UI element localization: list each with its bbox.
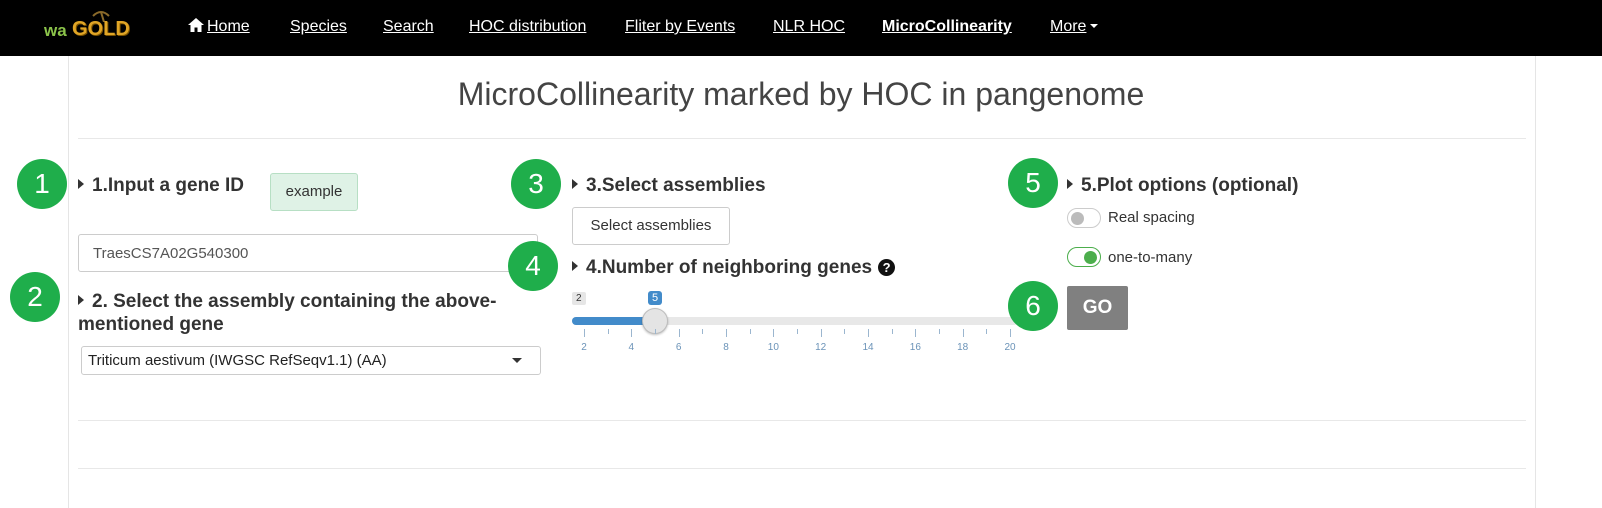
step-5-badge: 5 — [1008, 158, 1058, 208]
slider-tick — [584, 329, 585, 337]
divider-top — [78, 138, 1526, 139]
one-to-many-label: one-to-many — [1108, 249, 1193, 266]
neighbor-genes-slider[interactable]: 2 5 2 4 6 8 10 12 14 16 18 20 — [572, 290, 1022, 360]
step-5-heading-text: 5.Plot options (optional) — [1081, 175, 1299, 196]
slider-tick-label: 12 — [815, 342, 827, 353]
slider-tick-label: 18 — [957, 342, 969, 353]
step-4-heading: 4.Number of neighboring genes? — [572, 257, 896, 279]
nav-search[interactable]: Search — [383, 18, 434, 35]
logo-wa: wa — [44, 21, 67, 40]
caret-down-icon — [1090, 24, 1099, 28]
step-6-badge: 6 — [1008, 281, 1058, 331]
step-4-heading-text: 4.Number of neighboring genes — [586, 257, 873, 278]
slider-tick-label: 14 — [862, 342, 874, 353]
slider-tick — [844, 329, 846, 334]
container-border-left — [68, 56, 69, 508]
one-to-many-toggle[interactable] — [1067, 247, 1101, 267]
slider-tick-label: 4 — [628, 342, 635, 353]
nav-home-label: Home — [207, 18, 250, 35]
chevron-down-icon — [512, 358, 522, 363]
slider-tick — [891, 329, 893, 334]
slider-tick-label: 10 — [767, 342, 779, 353]
slider-tick — [678, 329, 680, 337]
nav-microcollinearity[interactable]: MicroCollinearity — [882, 18, 1012, 35]
assembly-select-value: Triticum aestivum (IWGSC RefSeqv1.1) (AA… — [88, 352, 387, 369]
nav-more-label: More — [1050, 18, 1087, 35]
page-title: MicroCollinearity marked by HOC in pange… — [457, 76, 1145, 112]
go-button[interactable]: GO — [1067, 286, 1128, 330]
step-3-badge: 3 — [511, 159, 561, 209]
triangle-right-icon — [1067, 179, 1073, 189]
step-2-heading: 2. Select the assembly containing the ab… — [78, 290, 548, 336]
divider-middle — [78, 420, 1526, 421]
home-icon — [188, 18, 204, 32]
nav-nlr-hoc[interactable]: NLR HOC — [773, 18, 846, 35]
slider-tick-label: 6 — [675, 342, 682, 353]
example-button[interactable]: example — [270, 173, 358, 211]
slider-value-label: 5 — [648, 291, 663, 305]
step-2-heading-text: 2. Select the assembly containing the ab… — [78, 291, 497, 335]
triangle-right-icon — [572, 179, 578, 189]
container-border-right — [1535, 56, 1536, 508]
toggle-knob — [1084, 251, 1097, 264]
slider-tick-label: 16 — [909, 342, 921, 353]
real-spacing-toggle[interactable] — [1067, 208, 1101, 228]
divider-bottom — [78, 468, 1526, 469]
step-5-heading: 5.Plot options (optional) — [1067, 175, 1298, 197]
slider-min-label: 2 — [572, 292, 586, 305]
step-1-heading-text: 1.Input a gene ID — [92, 175, 245, 196]
triangle-right-icon — [78, 295, 84, 305]
slider-tick — [820, 329, 822, 337]
slider-tick — [631, 329, 633, 337]
triangle-right-icon — [572, 261, 578, 271]
triangle-right-icon — [78, 179, 84, 189]
slider-tick — [702, 329, 704, 334]
nav-home[interactable]: Home — [188, 18, 250, 36]
nav-species[interactable]: Species — [290, 18, 347, 35]
select-assemblies-button[interactable]: Select assemblies — [572, 207, 730, 245]
wagold-logo[interactable]: wa GOLD — [44, 11, 134, 44]
step-1-heading: 1.Input a gene ID — [78, 175, 244, 197]
pickaxe-icon — [92, 11, 110, 22]
slider-tick — [915, 329, 917, 337]
nav-filter-by-events[interactable]: Fliter by Events — [625, 18, 736, 35]
nav-more-dropdown[interactable]: More — [1050, 18, 1099, 36]
real-spacing-label: Real spacing — [1108, 209, 1195, 226]
step-2-badge: 2 — [10, 272, 60, 322]
slider-tick — [773, 329, 775, 337]
step-3-heading: 3.Select assemblies — [572, 175, 766, 197]
slider-tick-label: 8 — [723, 342, 729, 353]
navbar: wa GOLD Home Species Search HOC distribu… — [0, 0, 1602, 56]
gene-id-input[interactable] — [78, 234, 538, 272]
slider-tick — [607, 329, 609, 334]
slider-tick — [962, 329, 964, 337]
slider-tick — [986, 329, 988, 334]
slider-track[interactable] — [572, 317, 1018, 325]
slider-tick — [939, 329, 940, 334]
slider-tick — [868, 329, 869, 337]
slider-tick — [655, 329, 656, 334]
toggle-knob — [1071, 212, 1084, 225]
step-3-heading-text: 3.Select assemblies — [586, 175, 766, 196]
step-1-badge: 1 — [17, 159, 67, 209]
slider-tick-label: 20 — [1004, 342, 1016, 353]
assembly-select[interactable]: Triticum aestivum (IWGSC RefSeqv1.1) (AA… — [81, 346, 541, 375]
slider-tick — [797, 329, 798, 334]
slider-tick — [749, 329, 751, 334]
slider-tick-label: 2 — [581, 342, 587, 353]
slider-tick — [1010, 329, 1011, 337]
slider-fill — [572, 317, 655, 325]
slider-tick — [726, 329, 727, 337]
step-4-badge: 4 — [508, 241, 558, 291]
question-circle-icon[interactable]: ? — [878, 259, 896, 276]
logo-gold: GOLD — [72, 18, 130, 40]
nav-hoc-distribution[interactable]: HOC distribution — [469, 18, 587, 35]
